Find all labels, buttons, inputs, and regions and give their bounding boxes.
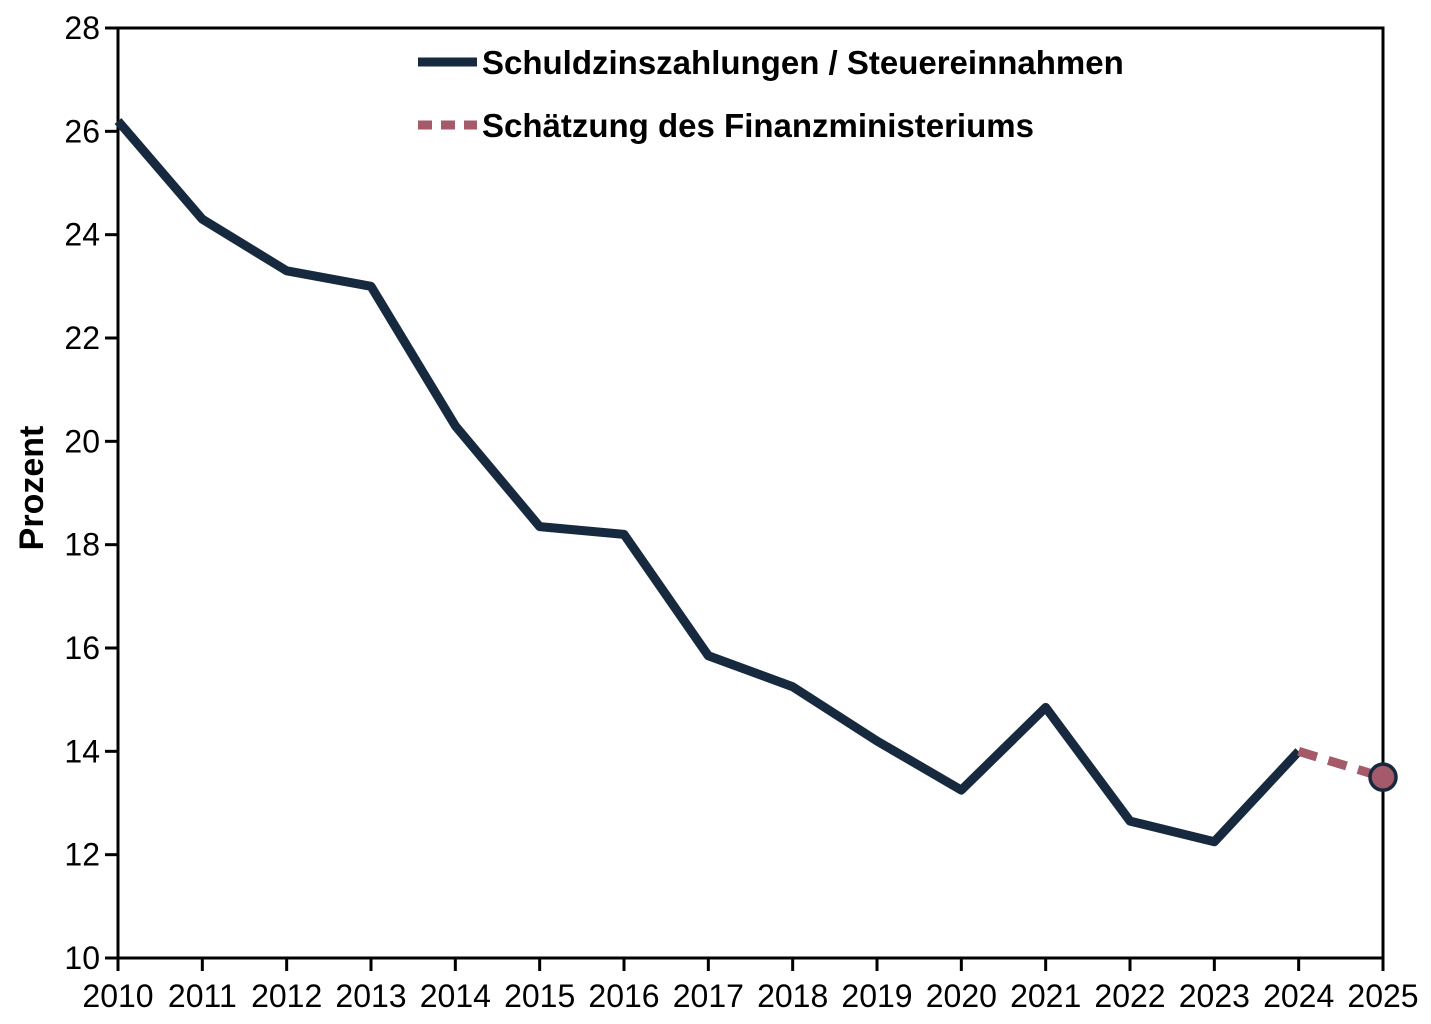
y-tick-label: 18 [64,527,100,563]
legend-label-series2: Schätzung des Finanzministeriums [482,107,1034,144]
y-tick-label: 12 [64,837,100,873]
x-tick-label: 2017 [673,978,744,1014]
x-tick-label: 2023 [1179,978,1250,1014]
y-tick-label: 28 [64,10,100,46]
x-tick-label: 2015 [504,978,575,1014]
estimate-endpoint-marker [1368,762,1398,792]
plot-frame [116,26,1385,960]
y-axis-labels: 10 12 14 16 18 20 22 24 26 28 [64,10,100,976]
x-axis-labels: 2010 2011 2012 2013 2014 2015 2016 2017 2018 2019… [82,978,1418,1014]
y-tick-label: 16 [64,630,100,666]
axes [116,26,1385,960]
x-tick-label: 2012 [251,978,322,1014]
legend: Schuldzinszahlungen / Steuereinnahmen Sc… [418,44,1124,144]
y-tick-label: 22 [64,320,100,356]
y-tick-label: 14 [64,733,100,769]
series-lines [114,118,1398,847]
x-tick-label: 2016 [588,978,659,1014]
y-tick-label: 24 [64,217,100,253]
x-tick-label: 2011 [168,978,237,1014]
x-tick-label: 2014 [420,978,491,1014]
x-tick-label: 2020 [926,978,997,1014]
series-line-solid [114,118,1302,847]
x-tick-label: 2021 [1010,978,1081,1014]
x-tick-label: 2010 [82,978,153,1014]
legend-label-series1: Schuldzinszahlungen / Steuereinnahmen [482,44,1124,81]
axis-ticks [105,26,1385,971]
y-tick-label: 10 [64,940,100,976]
x-tick-label: 2013 [335,978,406,1014]
y-tick-label: 26 [64,113,100,149]
y-tick-label: 20 [64,423,100,459]
x-tick-label: 2022 [1094,978,1165,1014]
x-tick-label: 2018 [757,978,828,1014]
y-axis-title: Prozent [13,426,51,551]
x-tick-label: 2025 [1347,978,1418,1014]
x-tick-label: 2024 [1263,978,1334,1014]
x-tick-label: 2019 [841,978,912,1014]
